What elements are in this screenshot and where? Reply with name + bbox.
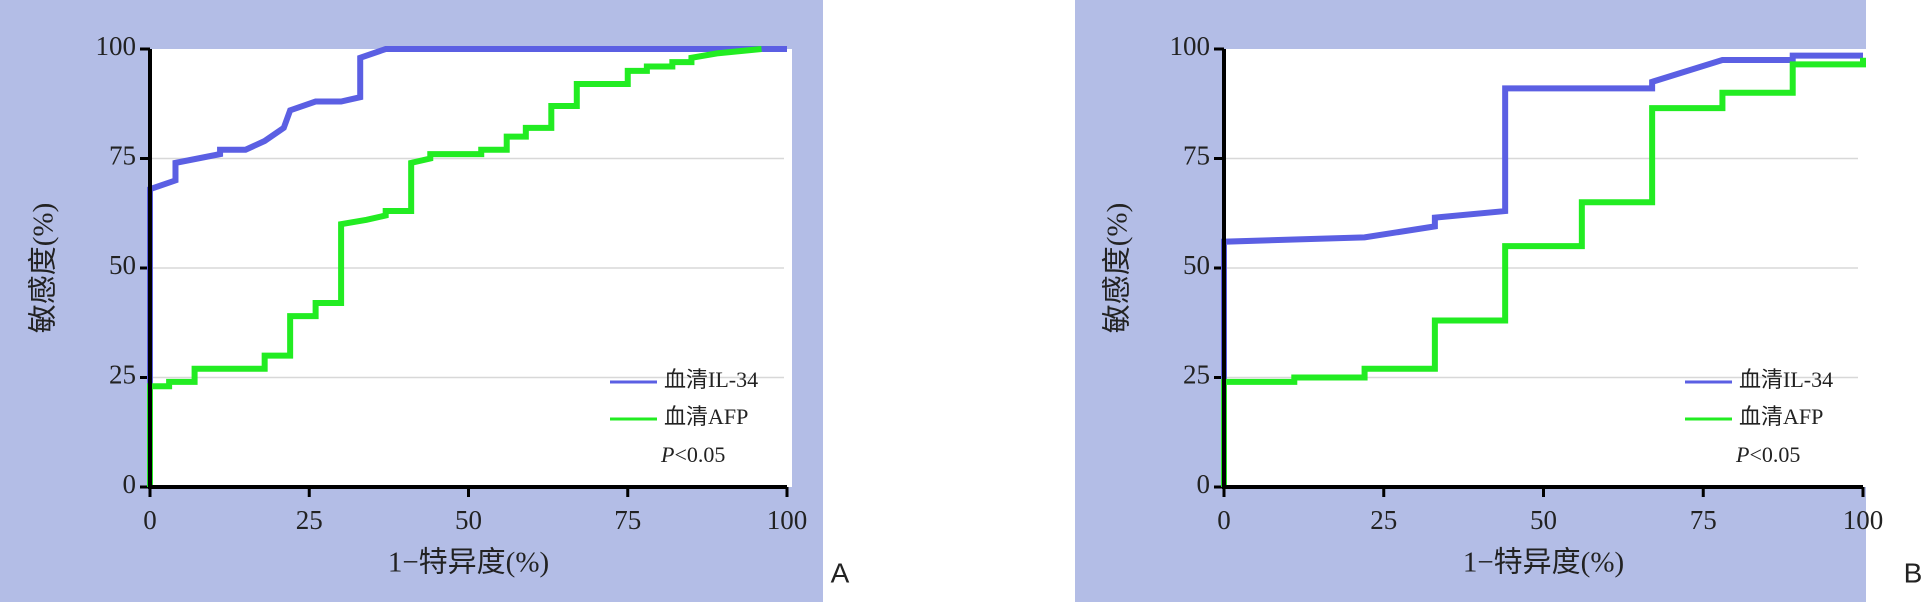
annotation-italic: P: [660, 442, 674, 467]
y-tick-label: 0: [123, 469, 137, 499]
y-axis-title: 敏感度(%): [27, 203, 60, 333]
y-tick-label: 25: [1183, 360, 1210, 390]
roc-line: [147, 46, 762, 487]
roc-line: [147, 46, 787, 487]
y-tick-label: 100: [96, 31, 137, 61]
legend-label: 血清IL-34: [1739, 367, 1833, 392]
legend-label: 血清AFP: [1739, 404, 1823, 429]
x-tick-label: 75: [1690, 505, 1717, 535]
y-tick-label: 25: [109, 360, 136, 390]
x-tick-label: 25: [296, 505, 323, 535]
x-tick-label: 100: [767, 505, 808, 535]
x-tick-label: 100: [1843, 505, 1884, 535]
roc-line: [1221, 52, 1863, 487]
x-tick-label: 25: [1370, 505, 1397, 535]
y-tick-label: 0: [1197, 469, 1211, 499]
y-tick-label: 100: [1170, 31, 1211, 61]
annotation-text: <0.05: [674, 442, 725, 467]
x-tick-label: 0: [143, 505, 157, 535]
x-axis-title: 1−特异度(%): [388, 546, 549, 579]
panel-label: B: [1904, 557, 1923, 588]
y-tick-label: 75: [109, 141, 136, 171]
annotation-italic: P: [1735, 442, 1749, 467]
annotation: P<0.05: [1735, 442, 1800, 467]
annotation-text: <0.05: [1749, 442, 1800, 467]
x-tick-label: 0: [1217, 505, 1231, 535]
y-tick-label: 50: [109, 250, 136, 280]
roc-line: [1221, 57, 1866, 487]
x-tick-label: 75: [614, 505, 641, 535]
y-tick-label: 50: [1183, 250, 1210, 280]
y-tick-label: 75: [1183, 141, 1210, 171]
x-tick-label: 50: [1530, 505, 1557, 535]
panel-label: A: [831, 557, 850, 588]
legend-label: 血清IL-34: [664, 367, 758, 392]
x-tick-label: 50: [455, 505, 482, 535]
x-axis-title: 1−特异度(%): [1463, 546, 1624, 579]
y-axis-title: 敏感度(%): [1101, 203, 1134, 333]
legend-label: 血清AFP: [664, 404, 748, 429]
annotation: P<0.05: [660, 442, 725, 467]
